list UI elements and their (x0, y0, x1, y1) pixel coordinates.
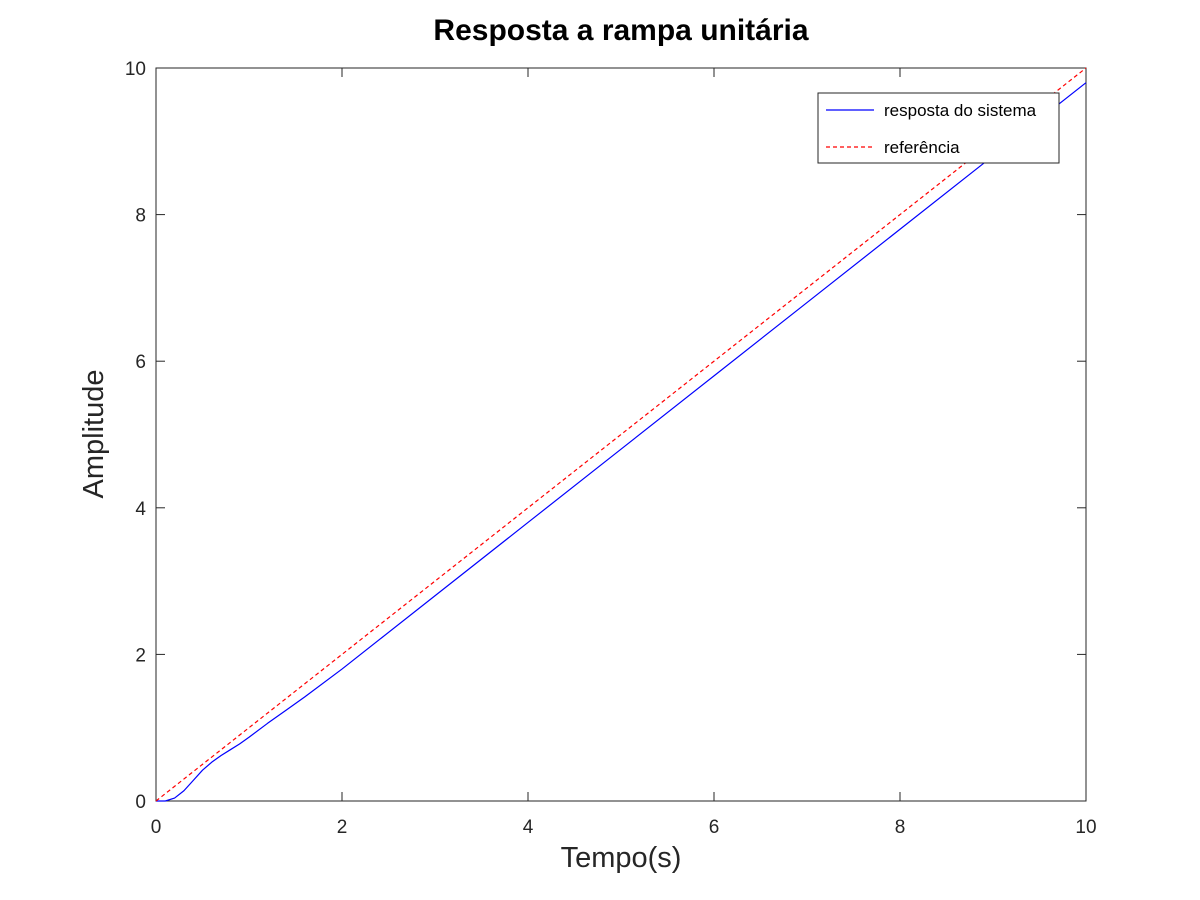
y-tick-label: 6 (135, 352, 146, 373)
x-tick-label: 8 (895, 817, 906, 838)
x-tick-label: 4 (523, 817, 534, 838)
x-tick-label: 10 (1075, 817, 1096, 838)
y-tick-label: 10 (125, 59, 146, 80)
legend-box (817, 92, 1060, 164)
y-tick-label: 2 (135, 645, 146, 666)
x-tick-label: 0 (151, 817, 162, 838)
legend: resposta do sistema referência (817, 92, 1060, 164)
x-tick-label: 6 (709, 817, 720, 838)
series-line-referencia (155, 67, 1087, 802)
x-axis-label: Tempo(s) (561, 842, 682, 874)
series-line-resposta (156, 82, 1087, 802)
y-tick-label: 4 (135, 499, 146, 520)
series-layer (155, 67, 1087, 802)
legend-label-referencia: referência (884, 138, 960, 157)
y-tick-label: 0 (135, 792, 146, 813)
y-axis-label: Amplitude (78, 370, 110, 499)
chart-title: Resposta a rampa unitária (433, 14, 808, 47)
y-tick-label: 8 (135, 206, 146, 227)
legend-label-resposta: resposta do sistema (884, 101, 1037, 120)
x-tick-label: 2 (337, 817, 348, 838)
